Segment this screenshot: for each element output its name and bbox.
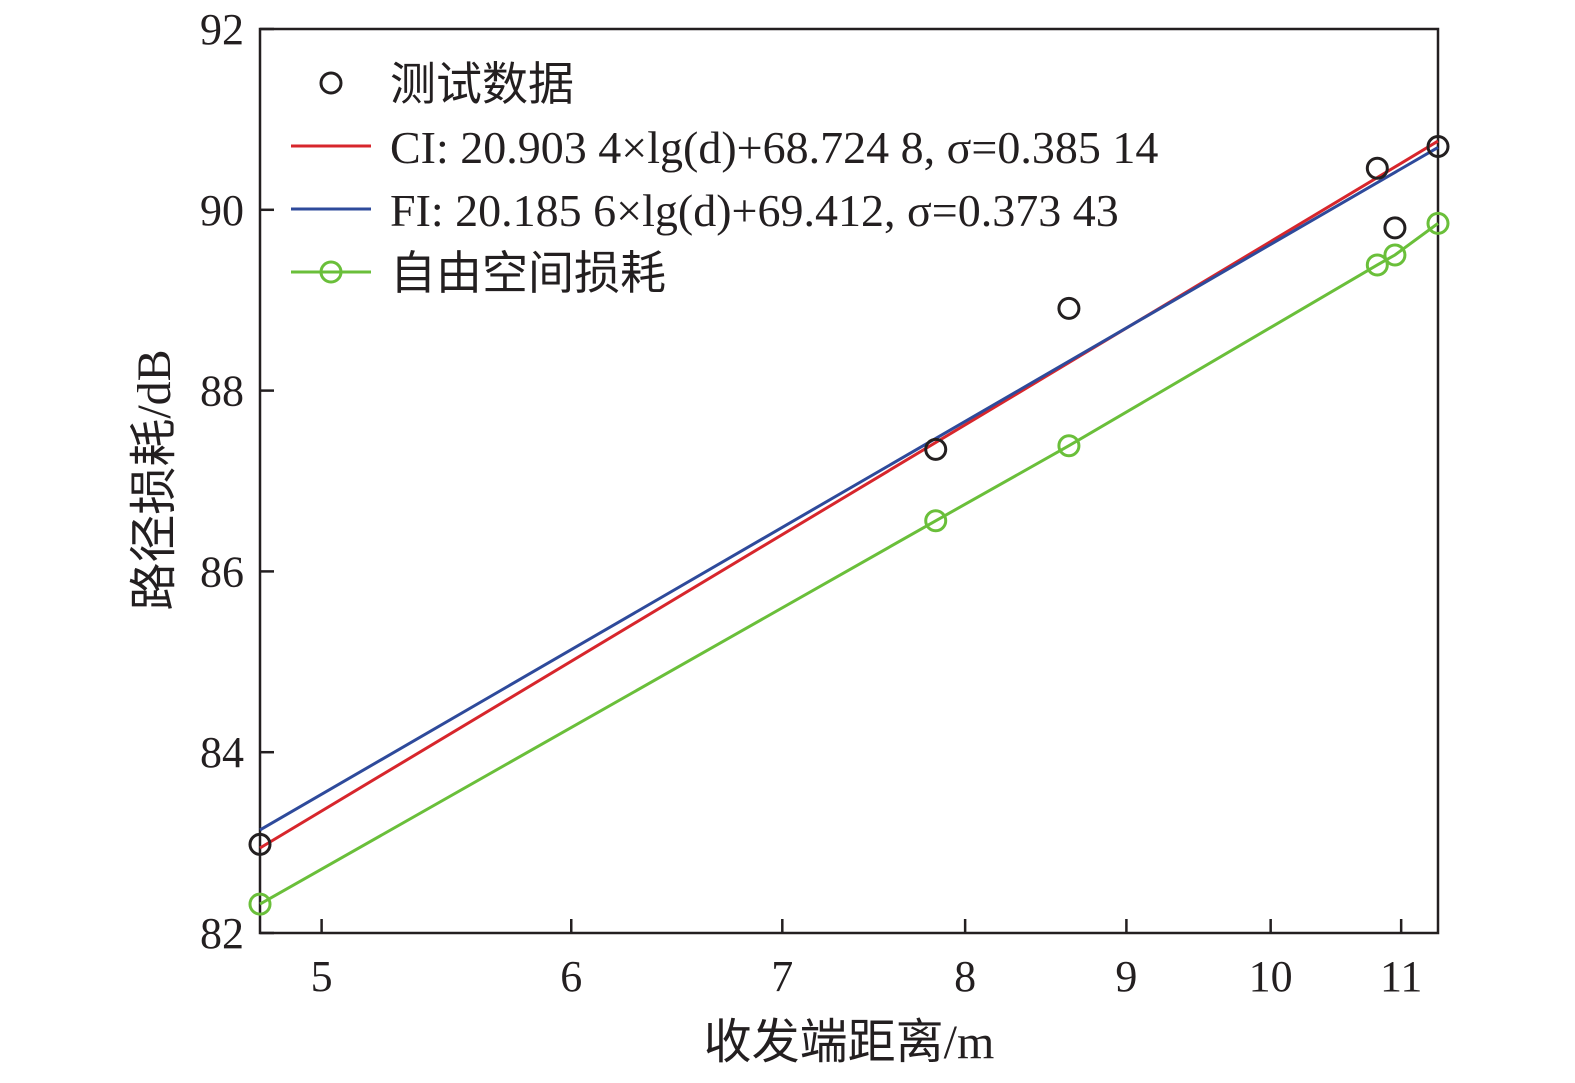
y-tick-label: 86 <box>200 547 244 596</box>
data-point <box>1365 156 1389 180</box>
y-tick-label: 90 <box>200 186 244 235</box>
plot-frame <box>258 27 1440 935</box>
y-tick-label: 82 <box>200 909 244 958</box>
x-tick-label: 8 <box>954 952 976 1001</box>
data-point <box>1365 253 1389 277</box>
y-tick-label: 92 <box>200 5 244 54</box>
axis-ticks: 5 6 7 8 9 10 11 82 84 86 88 90 92 <box>200 5 1422 1001</box>
series-line <box>259 146 1439 832</box>
legend-entry: CI: 20.903 4×lg(d)+68.724 8, σ=0.385 14 <box>291 122 1158 173</box>
data-point <box>1426 135 1450 159</box>
series-4 <box>248 211 1450 916</box>
legend-label: 测试数据 <box>390 59 574 110</box>
legend-entry: 自由空间损耗 <box>291 248 666 299</box>
legend-entry: FI: 20.185 6×lg(d)+69.412, σ=0.373 43 <box>291 185 1119 236</box>
data-point <box>924 509 948 533</box>
x-tick-label: 7 <box>771 952 793 1001</box>
series-line <box>259 139 1439 850</box>
series-1 <box>248 135 1450 856</box>
data-point <box>1383 216 1407 240</box>
legend-entry: 测试数据 <box>319 59 574 110</box>
data-point <box>248 832 272 856</box>
x-tick-label: 9 <box>1115 952 1137 1001</box>
data-point <box>248 892 272 916</box>
legend-label: CI: 20.903 4×lg(d)+68.724 8, σ=0.385 14 <box>390 122 1158 173</box>
series-3 <box>259 146 1439 832</box>
series-layer <box>248 135 1450 916</box>
x-tick-label: 10 <box>1249 952 1293 1001</box>
data-point <box>1057 434 1081 458</box>
legend: 测试数据 CI: 20.903 4×lg(d)+68.724 8, σ=0.385… <box>291 59 1158 299</box>
y-axis-title: 路径损耗/dB <box>128 349 181 610</box>
legend-label: 自由空间损耗 <box>390 248 666 299</box>
series-2 <box>259 139 1439 850</box>
x-axis-title: 收发端距离/m <box>704 1016 995 1069</box>
data-point <box>1426 211 1450 235</box>
legend-marker <box>319 71 343 95</box>
data-point <box>1383 243 1407 267</box>
x-tick-label: 5 <box>311 952 333 1001</box>
legend-marker <box>319 260 343 284</box>
data-point <box>924 437 948 461</box>
legend-label: FI: 20.185 6×lg(d)+69.412, σ=0.373 43 <box>390 185 1119 236</box>
data-point <box>1057 296 1081 320</box>
series-line <box>259 222 1439 906</box>
y-tick-label: 84 <box>200 728 244 777</box>
y-tick-label: 88 <box>200 367 244 416</box>
x-tick-label: 11 <box>1380 952 1422 1001</box>
x-tick-label: 6 <box>560 952 582 1001</box>
